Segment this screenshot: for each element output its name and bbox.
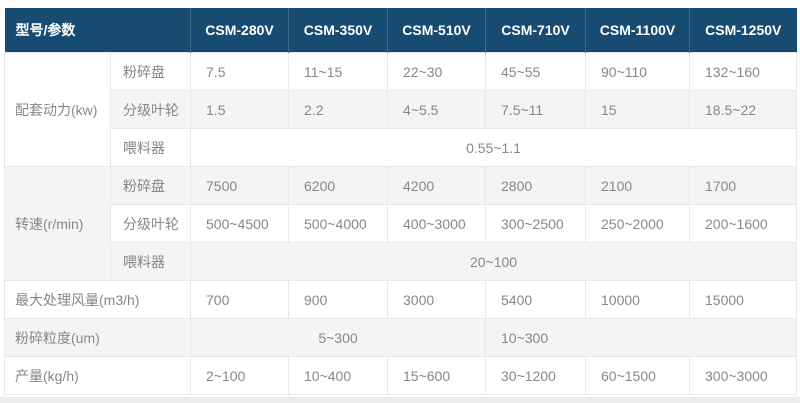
table-row: 产量(kg/h) 2~100 10~400 15~600 30~1200 60~… (3, 356, 798, 395)
spec-table: 型号/参数 CSM-280V CSM-350V CSM-510V CSM-710… (3, 8, 798, 395)
sub-label: 分级叶轮 (109, 204, 192, 243)
value-cell: 7.5~11 (485, 90, 587, 129)
value-cell: 2.2 (288, 90, 389, 129)
value-cell: 2~100 (190, 356, 290, 395)
value-cell: 200~1600 (689, 204, 798, 243)
table-row: 粉碎粒度(um) 5~300 10~300 (3, 318, 798, 357)
value-cell: 6200 (288, 166, 389, 205)
table-row: 喂料器 0.55~1.1 (5, 128, 798, 167)
sub-label: 粉碎盘 (109, 166, 192, 205)
header-model-csm-1250v: CSM-1250V (689, 8, 797, 53)
value-cell: 15 (585, 90, 691, 129)
row-label-fineness: 粉碎粒度(um) (3, 318, 192, 357)
value-cell: 7.5 (190, 52, 290, 91)
merged-value-cell: 0.55~1.1 (190, 128, 798, 167)
value-cell: 60~1500 (585, 356, 691, 395)
value-cell: 7500 (190, 166, 290, 205)
value-cell: 30~1200 (485, 356, 587, 395)
value-cell: 400~3000 (387, 204, 487, 243)
value-cell: 300~2500 (485, 204, 587, 243)
table-row: 最大处理风量(m3/h) 700 900 3000 5400 10000 150… (3, 280, 798, 319)
sub-label: 粉碎盘 (109, 52, 192, 91)
table-row: 转速(r/min) 粉碎盘 7500 6200 4200 2800 2100 1… (4, 166, 798, 281)
table-row: 分级叶轮 500~4500 500~4000 400~3000 300~2500… (5, 204, 798, 243)
header-row: 型号/参数 CSM-280V CSM-350V CSM-510V CSM-710… (4, 8, 797, 53)
value-cell: 5400 (485, 280, 587, 319)
value-cell: 90~110 (585, 52, 691, 91)
row-label-airflow: 最大处理风量(m3/h) (3, 280, 192, 319)
value-cell: 250~2000 (585, 204, 691, 243)
table-row: 喂料器 20~100 (5, 242, 798, 281)
sub-label: 分级叶轮 (109, 90, 192, 129)
value-cell: 18.5~22 (689, 90, 798, 129)
value-cell: 15~600 (387, 356, 487, 395)
header-model-csm-710v: CSM-710V (485, 8, 586, 53)
header-model-csm-280v: CSM-280V (190, 8, 289, 53)
sub-label: 喂料器 (109, 128, 192, 167)
value-cell: 132~160 (689, 52, 798, 91)
value-cell: 10~400 (288, 356, 389, 395)
value-cell: 10000 (585, 280, 691, 319)
value-cell: 2800 (485, 166, 587, 205)
value-cell: 1.5 (190, 90, 290, 129)
value-cell: 4200 (387, 166, 487, 205)
table-row: 分级叶轮 1.5 2.2 4~5.5 7.5~11 15 18.5~22 (5, 90, 798, 129)
row-label-capacity: 产量(kg/h) (3, 356, 192, 395)
value-cell: 4~5.5 (387, 90, 487, 129)
value-cell: 500~4500 (190, 204, 290, 243)
value-cell: 700 (190, 280, 290, 319)
merged-value-cell: 20~100 (190, 242, 798, 281)
value-cell: 500~4000 (288, 204, 389, 243)
table-row: 配套动力(kw) 粉碎盘 7.5 11~15 22~30 45~55 90~11… (4, 52, 798, 167)
value-cell: 45~55 (485, 52, 587, 91)
sub-label: 喂料器 (109, 242, 192, 281)
header-model-csm-350v: CSM-350V (288, 8, 388, 53)
value-cell: 900 (288, 280, 389, 319)
header-model-csm-510v: CSM-510V (387, 8, 486, 53)
header-model-csm-1100v: CSM-1100V (585, 8, 690, 53)
value-cell: 11~15 (288, 52, 389, 91)
merged-value-cell: 5~300 (190, 318, 487, 357)
header-param-label: 型号/参数 (4, 8, 191, 53)
value-cell: 15000 (689, 280, 798, 319)
group-label-power: 配套动力(kw) (4, 52, 111, 167)
group-label-speed: 转速(r/min) (4, 166, 111, 281)
value-cell: 22~30 (387, 52, 487, 91)
merged-value-cell: 10~300 (485, 318, 798, 357)
page-bottom-strip (0, 397, 800, 403)
value-cell: 1700 (689, 166, 798, 205)
value-cell: 2100 (585, 166, 691, 205)
value-cell: 3000 (387, 280, 487, 319)
value-cell: 300~3000 (689, 356, 798, 395)
